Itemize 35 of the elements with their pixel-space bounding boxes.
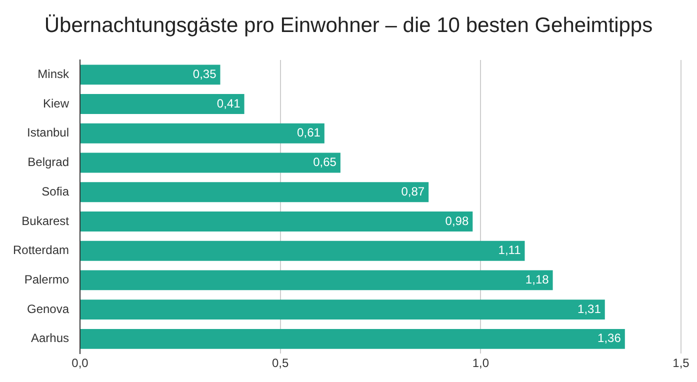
- bar: [80, 328, 625, 349]
- data-label: 0,65: [313, 155, 337, 170]
- bar: [80, 212, 473, 232]
- bar: [80, 270, 553, 290]
- data-label: 0,35: [192, 66, 217, 81]
- x-tick-label: 1,0: [472, 356, 490, 370]
- data-label: 1,36: [598, 331, 622, 346]
- data-label: 1,18: [525, 272, 550, 287]
- bar: [80, 64, 220, 85]
- y-tick-label: Sofia: [42, 184, 70, 198]
- y-tick-label: Kiew: [43, 96, 70, 110]
- data-label: 0,87: [401, 184, 425, 198]
- y-tick-label: Aarhus: [30, 331, 70, 346]
- x-tick-label: 1,5: [672, 356, 690, 370]
- data-label: 0,61: [297, 126, 321, 140]
- y-tick-label: Istanbul: [26, 126, 70, 140]
- bar: [80, 300, 605, 320]
- bar: [80, 94, 244, 114]
- y-tick-label: Minsk: [38, 66, 70, 81]
- y-tick-label: Bukarest: [22, 214, 70, 228]
- y-tick-label: Palermo: [24, 272, 70, 287]
- y-tick-label: Genova: [26, 302, 70, 316]
- y-tick-label: Belgrad: [28, 155, 70, 170]
- bar: [80, 240, 525, 261]
- data-label: 1,11: [498, 243, 522, 258]
- x-tick-label: 0,0: [72, 356, 89, 370]
- x-tick-label: 0,5: [272, 356, 290, 370]
- data-label: 0,98: [445, 214, 469, 228]
- bar: [80, 182, 429, 202]
- bar: [80, 152, 340, 173]
- data-label: 0,41: [216, 96, 241, 110]
- bar: [80, 123, 324, 144]
- data-label: 1,31: [578, 302, 602, 316]
- chart-title: Übernachtungsgäste pro Einwohner – die 10 besten Geheimtipps: [43, 14, 654, 38]
- y-tick-label: Rotterdam: [12, 243, 70, 258]
